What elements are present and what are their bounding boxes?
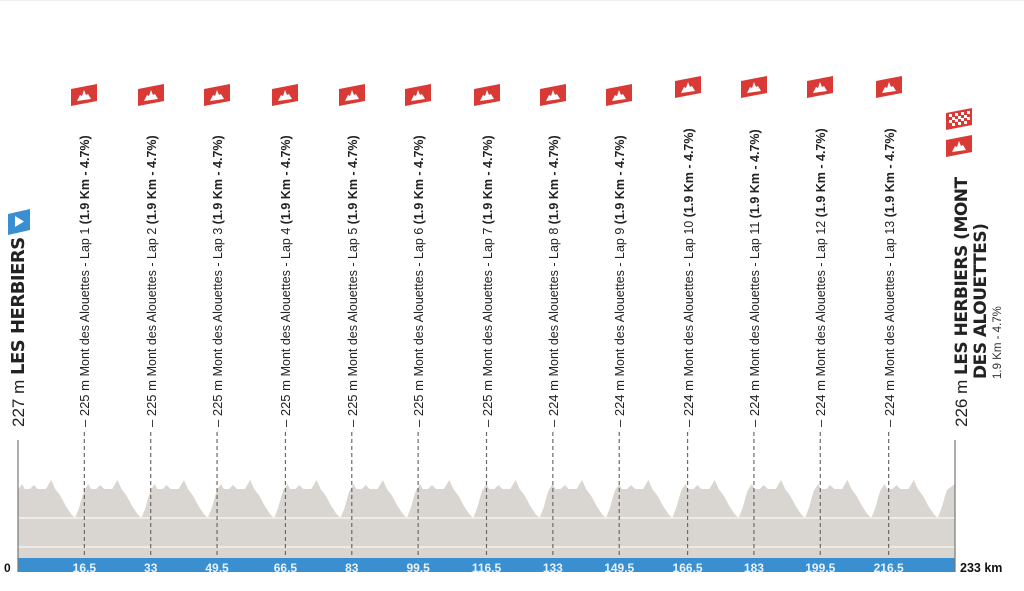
climb-elevation: – 224 m: [746, 376, 762, 427]
climb-elevation: – 224 m: [612, 376, 628, 427]
km-tick-label: 49,5: [205, 561, 229, 575]
climb-label: – 224 m Mont des Alouettes - Lap 12 (1.9…: [812, 128, 830, 427]
climb-details: (1.9 Km - 4.7%): [814, 128, 829, 218]
climb-details: (1.9 Km - 4.7%): [681, 128, 696, 218]
climb-label: – 225 m Mont des Alouettes - Lap 7 (1.9 …: [479, 135, 497, 427]
climb-details: (1.9 Km - 4.7%): [480, 135, 495, 225]
climb-icon: [204, 84, 231, 106]
climb-details: (1.9 Km - 4.7%): [747, 129, 762, 219]
climb-elevation: – 225 m: [143, 376, 159, 427]
km-tick-label: 183: [743, 561, 764, 575]
climb-elevation: – 224 m: [813, 376, 829, 427]
finish-line1: 226 m LES HERBIERS (MONT: [952, 177, 972, 427]
climb-icon: [473, 84, 500, 106]
finish-name-line2: DES ALOUETTES): [971, 223, 991, 379]
finish-label: 226 m LES HERBIERS (MONT DES ALOUETTES) …: [952, 177, 1004, 427]
km-tick-label: 149,5: [604, 561, 635, 575]
climb-icon: [674, 76, 701, 98]
climb-elevation: – 224 m: [545, 376, 561, 427]
finish-unit: m: [952, 375, 971, 399]
climb-details: (1.9 Km - 4.7%): [882, 128, 897, 218]
climb-marker-lines: [83, 432, 890, 558]
climb-details: (1.9 Km - 4.7%): [78, 135, 93, 225]
climb-icon: [137, 84, 164, 106]
climb-elevation: – 225 m: [344, 376, 360, 427]
climb-icon: [71, 84, 98, 106]
climb-elevation: – 224 m: [680, 376, 696, 427]
finish-checkered-flag-icon: [946, 108, 972, 130]
climb-label: – 225 m Mont des Alouettes - Lap 6 (1.9 …: [410, 135, 428, 427]
climb-name: Mont des Alouettes - Lap 2: [144, 224, 159, 377]
climb-elevation: – 224 m: [881, 376, 897, 427]
climb-label: – 224 m Mont des Alouettes - Lap 11 (1.9…: [746, 129, 764, 427]
climb-icon: [338, 84, 365, 106]
climb-name: Mont des Alouettes - Lap 6: [412, 224, 427, 377]
climb-name: Mont des Alouettes - Lap 5: [345, 224, 360, 377]
climb-icon: [539, 84, 566, 106]
climb-name: Mont des Alouettes - Lap 11: [747, 218, 762, 377]
climb-details: (1.9 Km - 4.7%): [345, 135, 360, 225]
climb-elevation: – 225 m: [210, 376, 226, 427]
climb-name: Mont des Alouettes - Lap 8: [546, 224, 561, 377]
km-tick-label: 16,5: [72, 561, 97, 575]
finish-climb-icon: [946, 135, 972, 157]
climb-icon: [606, 84, 633, 106]
start-label: 227 m LES HERBIERS: [8, 237, 29, 427]
climb-details: (1.9 Km - 4.7%): [144, 135, 159, 225]
climb-label: – 225 m Mont des Alouettes - Lap 5 (1.9 …: [344, 135, 362, 427]
climb-details: (1.9 Km - 4.7%): [546, 135, 561, 225]
climb-label: – 224 m Mont des Alouettes - Lap 10 (1.9…: [680, 128, 698, 427]
start-unit: m: [9, 375, 28, 399]
climb-elevation: – 225 m: [479, 376, 495, 427]
km-tick-label: 133: [542, 561, 563, 575]
finish-name-line1: LES HERBIERS (MONT: [952, 177, 972, 376]
climb-elevation: – 225 m: [278, 376, 294, 427]
km-tick-label: 66,5: [273, 561, 298, 575]
start-flag-icon: [8, 209, 30, 235]
km-tick-label: 99,5: [406, 561, 430, 575]
climb-details: (1.9 Km - 4.7%): [211, 135, 226, 225]
km-tick-label: 83: [345, 561, 359, 575]
km-tick-label: 116,5: [471, 561, 502, 575]
climb-label: – 225 m Mont des Alouettes - Lap 3 (1.9 …: [209, 135, 227, 427]
climb-label: – 225 m Mont des Alouettes - Lap 2 (1.9 …: [143, 135, 161, 427]
climb-name: Mont des Alouettes - Lap 4: [279, 224, 294, 377]
climb-label: – 224 m Mont des Alouettes - Lap 8 (1.9 …: [545, 135, 563, 427]
axis-end-label: 233 km: [960, 561, 1003, 575]
finish-climb-info: 1.9 Km - 4.7%: [992, 306, 1004, 379]
climb-name: Mont des Alouettes - Lap 13: [882, 217, 897, 377]
climb-label: – 225 m Mont des Alouettes - Lap 4 (1.9 …: [277, 135, 295, 427]
climb-details: (1.9 Km - 4.7%): [613, 135, 628, 225]
climb-elevation: – 225 m: [411, 376, 427, 427]
climb-details: (1.9 Km - 4.7%): [279, 135, 294, 225]
climb-icon: [875, 76, 902, 98]
climb-name: Mont des Alouettes - Lap 10: [681, 217, 696, 377]
climb-label: – 225 m Mont des Alouettes - Lap 1 (1.9 …: [76, 135, 94, 427]
axis-zero-label: 0: [4, 561, 11, 575]
climb-label: – 224 m Mont des Alouettes - Lap 9 (1.9 …: [611, 135, 629, 427]
finish-elevation: 226: [952, 398, 971, 427]
climb-name: Mont des Alouettes - Lap 9: [613, 224, 628, 377]
climb-label: – 224 m Mont des Alouettes - Lap 13 (1.9…: [881, 128, 899, 427]
climb-name: Mont des Alouettes - Lap 12: [814, 217, 829, 377]
climb-icon: [740, 76, 767, 98]
km-tick-label: 166,5: [672, 561, 703, 575]
km-tick-label: 199,5: [805, 561, 836, 575]
climb-icon: [272, 84, 299, 106]
climb-name: Mont des Alouettes - Lap 1: [78, 224, 93, 377]
climb-name: Mont des Alouettes - Lap 7: [480, 224, 495, 377]
start-elevation: 227: [9, 398, 28, 427]
distance-axis-bar: [18, 558, 955, 572]
climb-icon: [405, 84, 432, 106]
climb-icon: [807, 76, 834, 98]
climb-name: Mont des Alouettes - Lap 3: [211, 224, 226, 377]
start-name: LES HERBIERS: [8, 237, 29, 376]
km-tick-label: 33: [144, 561, 158, 575]
climb-elevation: – 225 m: [77, 376, 93, 427]
climb-details: (1.9 Km - 4.7%): [412, 135, 427, 225]
top-border: [0, 0, 1024, 1]
km-tick-label: 216,5: [873, 561, 904, 575]
